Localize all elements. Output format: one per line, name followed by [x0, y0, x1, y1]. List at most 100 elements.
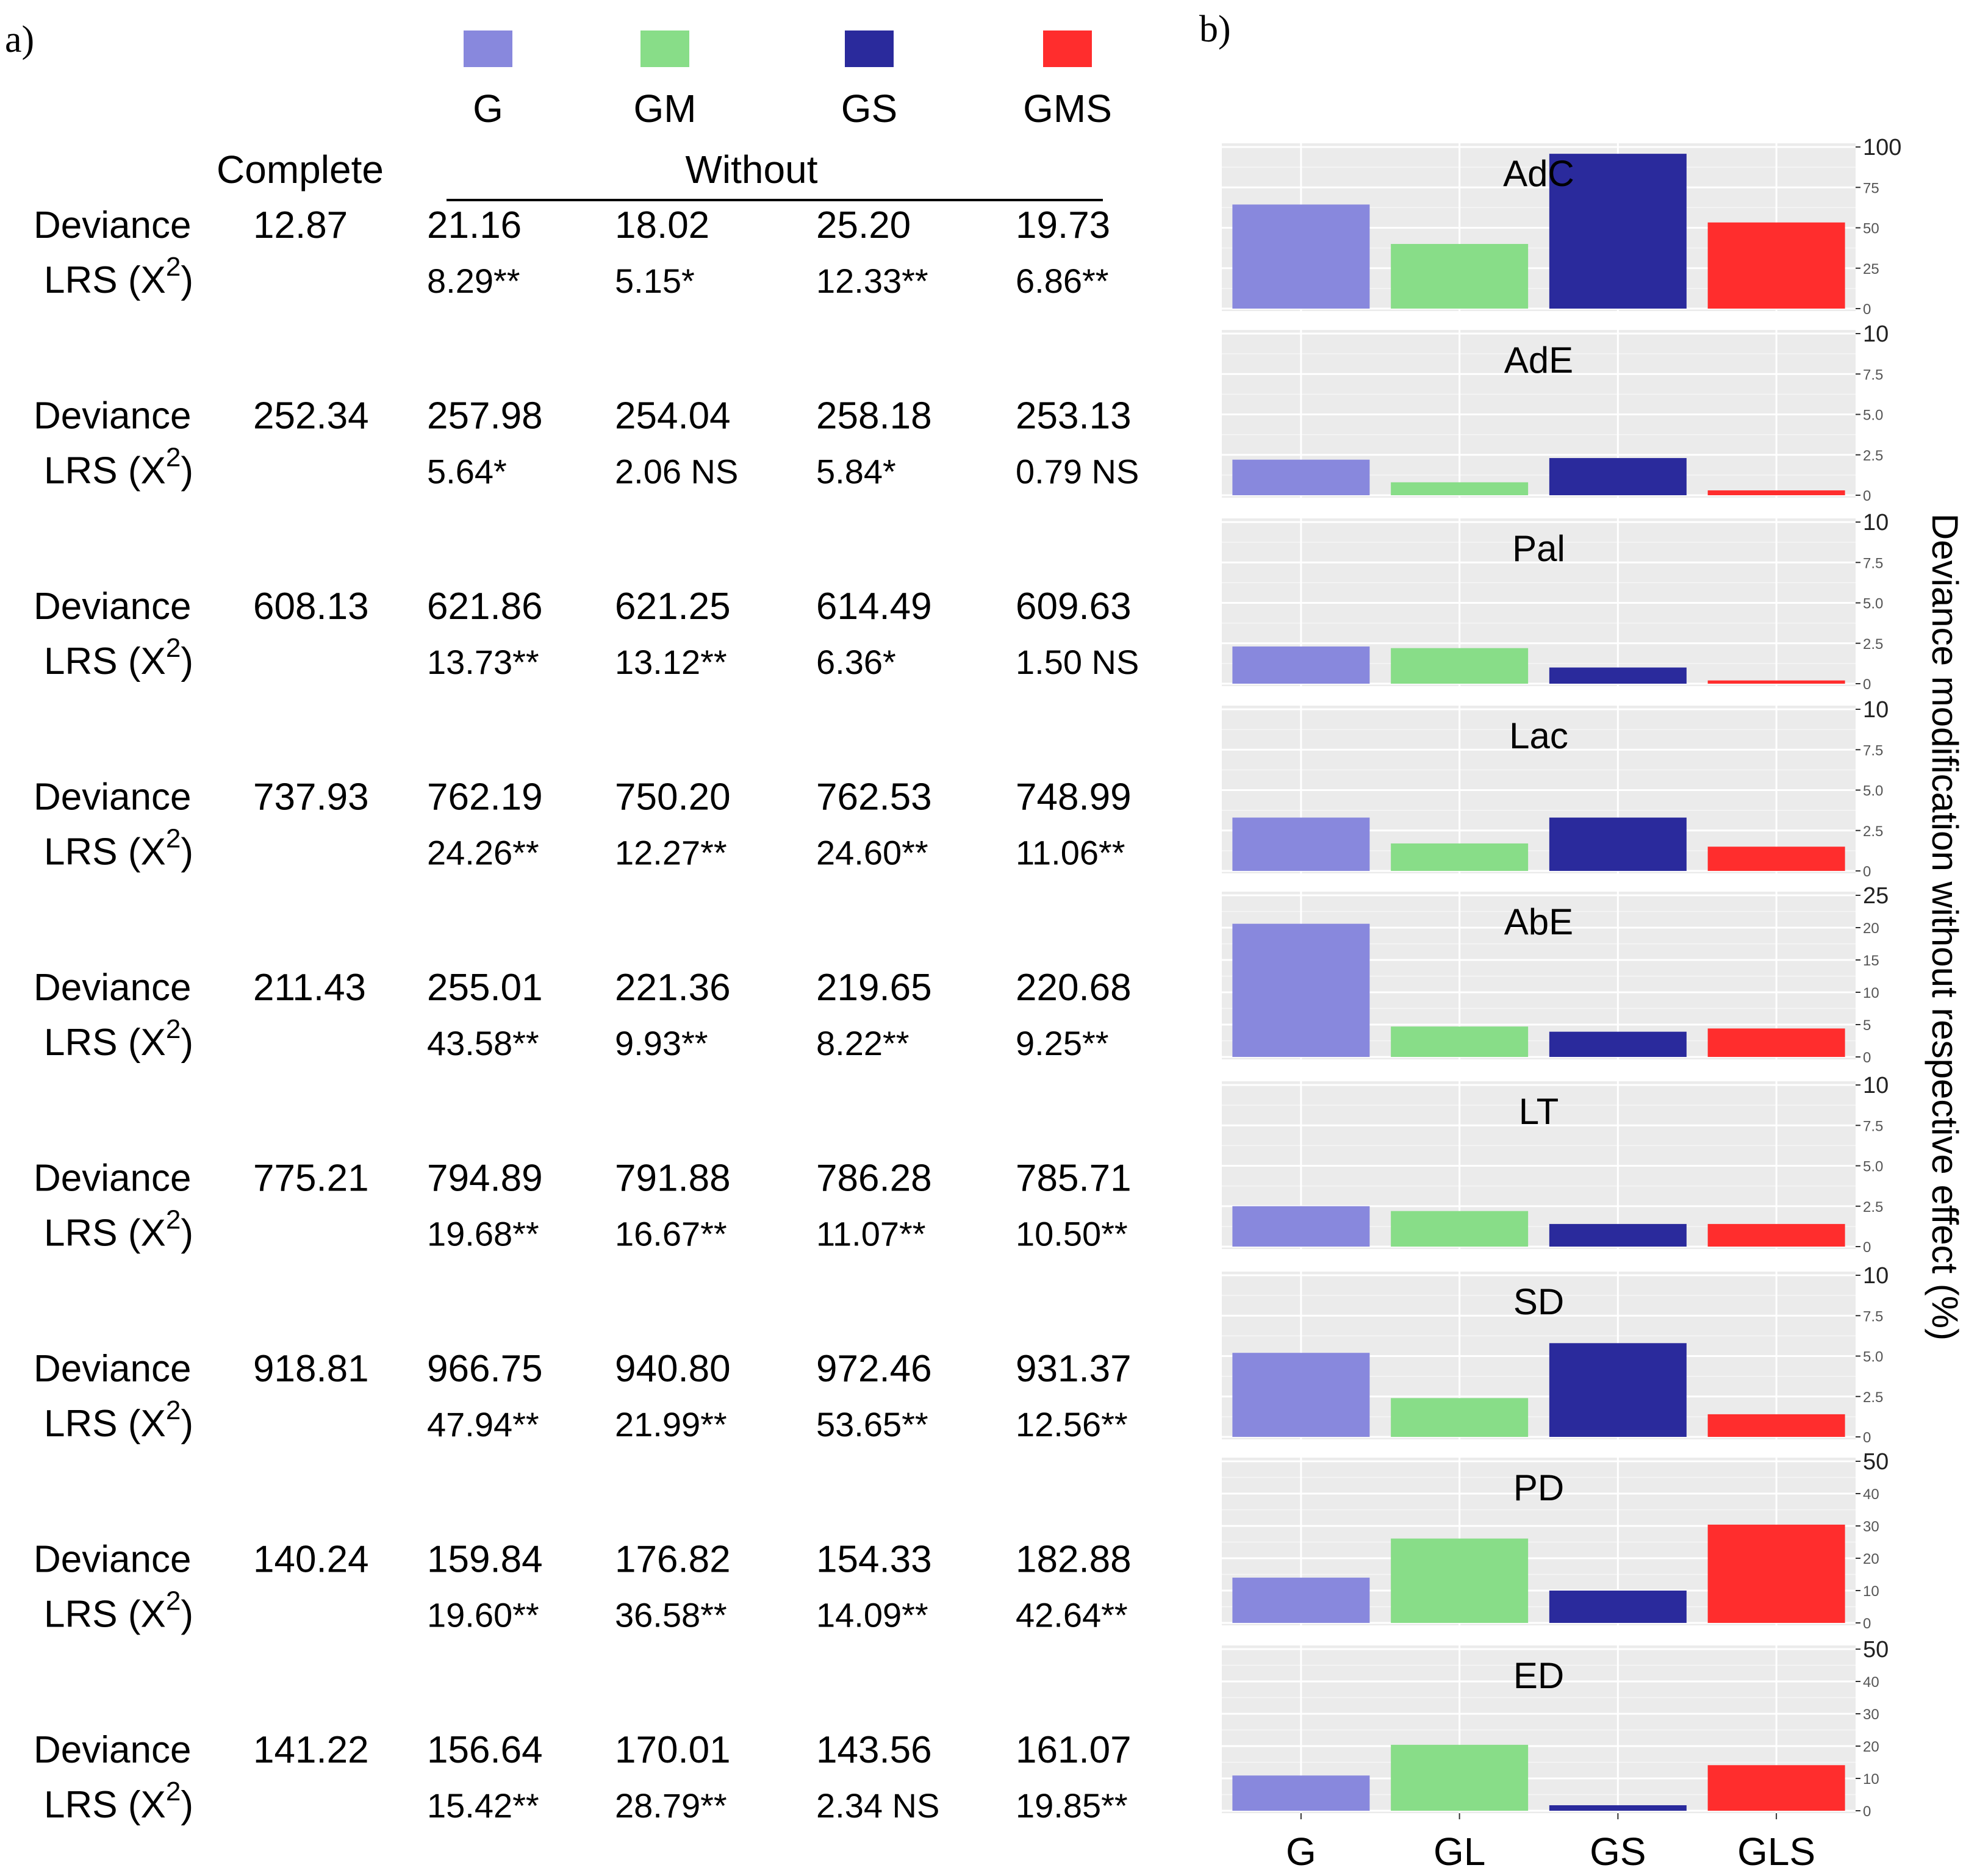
row-label-deviance: Deviance — [34, 204, 191, 246]
row-label-lrs: LRS (X2) — [44, 1395, 193, 1445]
y-tick-label: 0 — [1863, 864, 1871, 880]
without-deviance-g: 762.19 — [427, 776, 543, 818]
x-axis: G GL GS GLS — [1286, 1813, 1815, 1874]
without-deviance-gm: 176.82 — [615, 1539, 731, 1581]
bar-lac-g — [1232, 817, 1370, 871]
row-label-lrs: LRS (X2) — [44, 1014, 193, 1064]
bar-ed-gl — [1391, 1744, 1529, 1811]
without-deviance-gs: 972.46 — [816, 1348, 932, 1390]
row-label-deviance: Deviance — [34, 1348, 191, 1390]
bar-lac-gls — [1707, 847, 1845, 871]
lrs-value-gms: 11.06** — [1016, 834, 1125, 872]
facet-pd: PD 0 10 20 30 40 50 — [1222, 1449, 1889, 1632]
lrs-value-gm: 36.58** — [615, 1596, 727, 1634]
without-deviance-gm: 254.04 — [615, 395, 731, 437]
without-deviance-gms: 220.68 — [1016, 967, 1132, 1009]
x-tick-label-gl: GL — [1433, 1830, 1485, 1874]
without-deviance-gm: 221.36 — [615, 967, 731, 1009]
lrs-value-g: 13.73** — [427, 643, 539, 681]
bar-pd-g — [1232, 1577, 1370, 1623]
y-tick-label: 10 — [1863, 321, 1889, 347]
lrs-value-gm: 9.93** — [615, 1024, 708, 1062]
panel-a-label: a) — [5, 19, 34, 60]
y-tick-label: 5.0 — [1863, 1159, 1883, 1175]
bar-lac-gl — [1391, 843, 1529, 871]
without-deviance-gm: 791.88 — [615, 1158, 731, 1200]
y-tick-label: 20 — [1863, 1551, 1879, 1567]
row-label-deviance: Deviance — [34, 967, 191, 1009]
legend-swatch-gs — [845, 30, 894, 67]
y-tick-label: 2.5 — [1863, 636, 1883, 653]
lrs-value-gs: 5.84* — [816, 453, 896, 491]
lrs-value-g: 24.26** — [427, 834, 539, 872]
y-tick-label: 40 — [1863, 1674, 1879, 1691]
lrs-value-gs: 14.09** — [816, 1596, 928, 1634]
header-without: Without — [686, 148, 818, 192]
lrs-value-gms: 9.25** — [1016, 1024, 1109, 1062]
facet-title: AdC — [1503, 153, 1574, 194]
row-label-lrs: LRS (X2) — [44, 1586, 193, 1636]
facet-title: ED — [1513, 1655, 1564, 1696]
y-tick-label: 25 — [1863, 261, 1879, 277]
lrs-value-gs: 53.65** — [816, 1405, 928, 1444]
y-tick-label: 5.0 — [1863, 407, 1883, 424]
x-tick-label-g: G — [1286, 1830, 1316, 1874]
bar-ed-gls — [1707, 1765, 1845, 1811]
without-deviance-g: 255.01 — [427, 967, 543, 1009]
y-tick-label: 0 — [1863, 301, 1871, 318]
without-deviance-gms: 161.07 — [1016, 1729, 1132, 1771]
y-tick-label: 0 — [1863, 1050, 1871, 1066]
y-tick-label: 7.5 — [1863, 1308, 1883, 1325]
y-tick-label: 7.5 — [1863, 367, 1883, 383]
row-label-lrs: LRS (X2) — [44, 252, 193, 301]
facet-sd: SD 0 2.5 5.0 7.5 10 — [1222, 1263, 1889, 1446]
lrs-value-g: 19.60** — [427, 1596, 539, 1634]
y-tick-label: 7.5 — [1863, 1118, 1883, 1134]
facet-pal: Pal 0 2.5 5.0 7.5 10 — [1222, 510, 1889, 693]
lrs-value-gs: 6.36* — [816, 643, 896, 681]
complete-deviance: 141.22 — [253, 1729, 369, 1771]
legend-swatch-gms — [1043, 30, 1092, 67]
complete-deviance: 918.81 — [253, 1348, 369, 1390]
without-deviance-gms: 931.37 — [1016, 1348, 1132, 1390]
row-label-deviance: Deviance — [34, 395, 191, 437]
bar-sd-gs — [1549, 1343, 1687, 1437]
y-tick-label: 50 — [1863, 1449, 1889, 1475]
without-deviance-g: 794.89 — [427, 1158, 543, 1200]
without-deviance-gms: 785.71 — [1016, 1158, 1132, 1200]
y-tick-label: 5.0 — [1863, 1349, 1883, 1366]
without-deviance-g: 21.16 — [427, 204, 522, 246]
bar-ade-g — [1232, 459, 1370, 495]
x-tick-label-gls: GLS — [1737, 1830, 1815, 1874]
y-tick-label: 100 — [1863, 135, 1901, 160]
lrs-value-gms: 10.50** — [1016, 1215, 1128, 1253]
table-row: Deviance LRS (X2) 252.34 257.98 254.04 258.18… — [34, 395, 1139, 492]
bar-lac-gs — [1549, 817, 1687, 871]
bar-abe-g — [1232, 923, 1370, 1057]
bar-lt-gs — [1549, 1223, 1687, 1247]
bar-pal-gls — [1707, 680, 1845, 684]
y-tick-label: 7.5 — [1863, 742, 1883, 759]
facet-title: Pal — [1512, 528, 1565, 569]
row-label-lrs: LRS (X2) — [44, 443, 193, 492]
without-deviance-gms: 182.88 — [1016, 1539, 1132, 1581]
y-tick-label: 2.5 — [1863, 823, 1883, 840]
y-tick-label: 0 — [1863, 488, 1871, 504]
y-tick-label: 2.5 — [1863, 1199, 1883, 1215]
bar-pd-gs — [1549, 1591, 1687, 1623]
lrs-value-g: 5.64* — [427, 453, 507, 491]
bar-pal-g — [1232, 646, 1370, 684]
y-tick-label: 5.0 — [1863, 596, 1883, 612]
without-deviance-gms: 253.13 — [1016, 395, 1132, 437]
table-row: Deviance LRS (X2) 211.43 255.01 221.36 219.65… — [34, 967, 1132, 1064]
table-body: Deviance LRS (X2) 12.87 21.16 18.02 25.20 19.7… — [34, 204, 1139, 1826]
complete-deviance: 12.87 — [253, 204, 348, 246]
lrs-value-gms: 12.56** — [1016, 1405, 1128, 1444]
row-label-lrs: LRS (X2) — [44, 633, 193, 682]
bar-abe-gs — [1549, 1031, 1687, 1057]
lrs-value-gm: 21.99** — [615, 1405, 727, 1444]
without-deviance-g: 159.84 — [427, 1539, 543, 1581]
y-tick-label: 0 — [1863, 1239, 1871, 1256]
y-tick-label: 10 — [1863, 510, 1889, 535]
table-row: Deviance LRS (X2) 141.22 156.64 170.01 143.56… — [34, 1729, 1132, 1826]
